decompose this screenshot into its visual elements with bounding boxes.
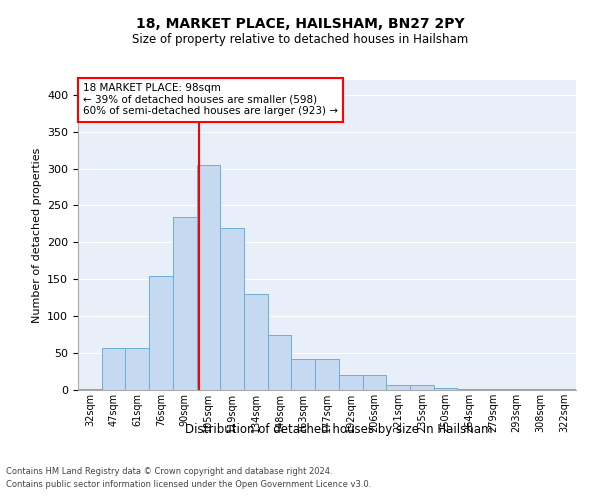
Bar — [292, 359, 315, 390]
Bar — [362, 375, 386, 390]
Text: 18, MARKET PLACE, HAILSHAM, BN27 2PY: 18, MARKET PLACE, HAILSHAM, BN27 2PY — [136, 18, 464, 32]
Bar — [339, 375, 362, 390]
Bar — [125, 348, 149, 390]
Bar — [197, 165, 220, 390]
Bar — [268, 334, 292, 390]
Bar — [244, 294, 268, 390]
Bar — [315, 359, 339, 390]
Bar — [102, 348, 125, 390]
Bar — [457, 388, 481, 390]
Bar — [386, 385, 410, 390]
Y-axis label: Number of detached properties: Number of detached properties — [32, 148, 41, 322]
Text: 18 MARKET PLACE: 98sqm
← 39% of detached houses are smaller (598)
60% of semi-de: 18 MARKET PLACE: 98sqm ← 39% of detached… — [83, 83, 338, 116]
Bar — [220, 228, 244, 390]
Bar — [173, 216, 197, 390]
Bar — [481, 388, 505, 390]
Text: Contains HM Land Registry data © Crown copyright and database right 2024.: Contains HM Land Registry data © Crown c… — [6, 468, 332, 476]
Bar — [552, 388, 576, 390]
Bar — [78, 388, 102, 390]
Bar — [410, 385, 434, 390]
Text: Contains public sector information licensed under the Open Government Licence v3: Contains public sector information licen… — [6, 480, 371, 489]
Bar — [434, 388, 457, 390]
Text: Distribution of detached houses by size in Hailsham: Distribution of detached houses by size … — [185, 422, 493, 436]
Text: Size of property relative to detached houses in Hailsham: Size of property relative to detached ho… — [132, 32, 468, 46]
Bar — [149, 276, 173, 390]
